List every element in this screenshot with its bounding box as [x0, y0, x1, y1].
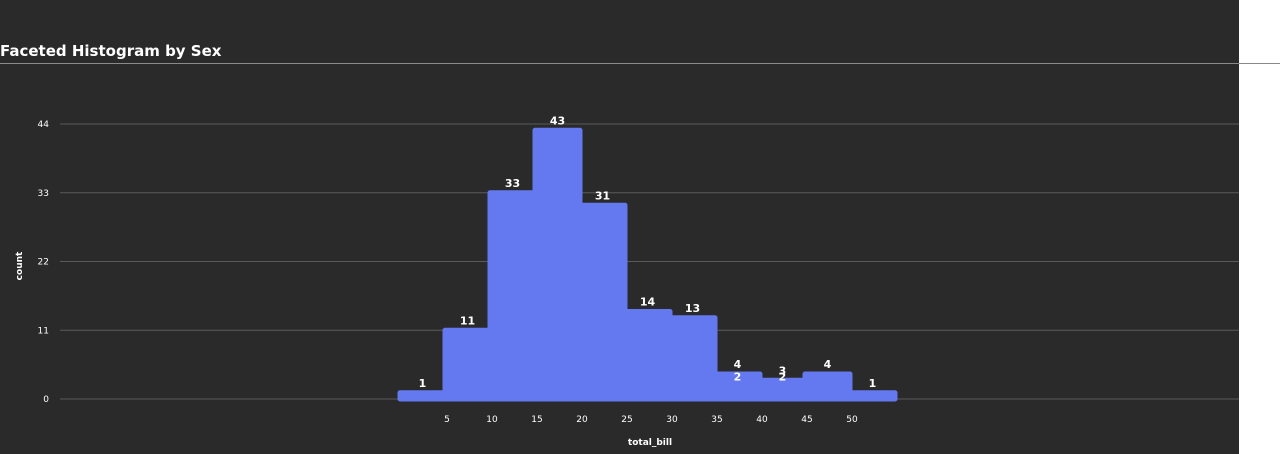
x-tick-label: 5: [444, 415, 450, 425]
histogram-bar: [760, 380, 805, 399]
x-tick-label: 40: [756, 415, 768, 425]
bar-value-label: 3: [779, 364, 787, 377]
histogram-bar: [625, 311, 670, 399]
y-tick-label: 33: [38, 189, 49, 199]
bar-value-label: 13: [685, 302, 700, 315]
bar-value-label: 33: [505, 177, 520, 190]
histogram-bars: [397, 127, 898, 402]
histogram-bar: [580, 205, 625, 399]
title-divider: [0, 63, 1280, 64]
bar-value-label: 4: [734, 358, 742, 371]
histogram-bar: [850, 392, 895, 399]
x-tick-label: 20: [576, 415, 588, 425]
x-tick-label: 45: [801, 415, 812, 425]
histogram-bar: [535, 130, 580, 399]
y-tick-label: 11: [38, 326, 49, 336]
x-tick-label: 25: [621, 415, 632, 425]
overlapped-value-label: 2: [779, 371, 787, 384]
bar-value-label: 43: [550, 114, 565, 127]
bar-value-label: 1: [419, 377, 427, 390]
histogram-bar: [805, 374, 850, 399]
x-axis-label: total_bill: [628, 438, 672, 448]
bar-value-label: 1: [869, 377, 877, 390]
histogram-bar: [670, 317, 715, 399]
y-tick-label: 44: [38, 120, 50, 130]
y-axis-label: count: [15, 251, 25, 280]
y-tick-label: 22: [38, 258, 49, 268]
x-tick-label: 15: [531, 415, 542, 425]
bar-value-label: 14: [640, 296, 656, 309]
x-tick-label: 35: [711, 415, 722, 425]
chart-title: Faceted Histogram by Sex: [0, 42, 222, 60]
x-tick-label: 30: [666, 415, 678, 425]
overlapped-value-label: 2: [734, 371, 742, 384]
bar-value-label: 4: [824, 358, 832, 371]
histogram-bar: [490, 192, 535, 399]
histogram-bar: [715, 374, 760, 399]
y-tick-label: 0: [43, 395, 49, 405]
histogram-bar: [445, 330, 490, 399]
bar-value-label: 31: [595, 189, 610, 202]
histogram-bar: [400, 392, 445, 399]
bar-value-label: 11: [460, 314, 475, 327]
x-tick-label: 50: [846, 415, 858, 425]
chart-panel: Faceted Histogram by Sex 1 11 33 43 31 14 13 4 3…: [0, 0, 1239, 454]
x-tick-label: 10: [486, 415, 498, 425]
